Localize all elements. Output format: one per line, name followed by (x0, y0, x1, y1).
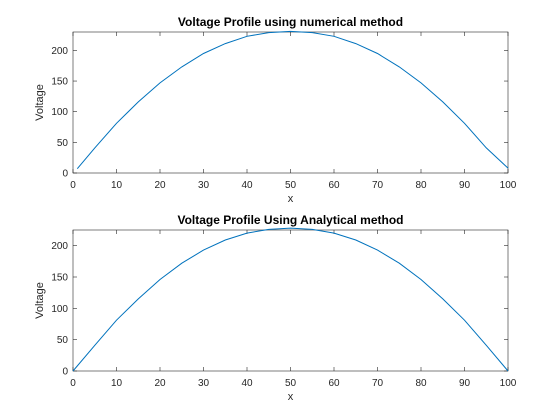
chart2-xtick-label: 60 (328, 378, 340, 389)
chart1-xtick-label: 30 (198, 180, 210, 191)
chart1-ytick-label: 50 (57, 138, 69, 149)
chart1-xtick-label: 60 (328, 180, 340, 191)
chart1-xtick-label: 50 (285, 180, 297, 191)
chart2-xtick-label: 100 (500, 378, 517, 389)
chart1-xtick-label: 10 (111, 180, 123, 191)
chart2-ytick-label: 100 (51, 304, 68, 315)
chart1-ytick-label: 150 (51, 77, 68, 88)
chart2-xlabel: x (288, 391, 294, 403)
chart2-xtick-label: 40 (241, 378, 253, 389)
chart2-ytick-label: 50 (57, 335, 69, 346)
chart2-ytick-label: 0 (62, 367, 68, 378)
chart2-title: Voltage Profile Using Analytical method (177, 213, 403, 227)
chart1-xtick-label: 0 (70, 180, 76, 191)
chart1-xtick-label: 90 (459, 180, 471, 191)
chart1-ytick-label: 200 (51, 46, 68, 57)
chart2-series-line (72, 227, 509, 372)
chart1-title: Voltage Profile using numerical method (178, 15, 403, 29)
chart2-xtick-label: 0 (70, 378, 76, 389)
chart1-xtick-label: 20 (154, 180, 166, 191)
chart1-xtick-label: 70 (372, 180, 384, 191)
chart1-xtick-label: 80 (415, 180, 427, 191)
chart1-xtick-label: 40 (241, 180, 253, 191)
chart2-ytick-label: 150 (51, 273, 68, 284)
chart1-ylabel: Voltage (34, 84, 46, 121)
chart1-ytick-label: 100 (51, 107, 68, 118)
chart2-xtick-label: 70 (372, 378, 384, 389)
chart2-xtick-label: 20 (154, 378, 166, 389)
chart2-ytick-label: 200 (51, 241, 68, 252)
chart2-ylabel: Voltage (34, 282, 46, 319)
chart1-xtick-label: 100 (500, 180, 517, 191)
chart2-xtick-label: 30 (198, 378, 210, 389)
chart1-series-line (76, 30, 509, 170)
chart2-xtick-label: 80 (415, 378, 427, 389)
chart1-xlabel: x (288, 193, 294, 205)
chart2-axes (72, 229, 509, 372)
chart1-ytick-label: 0 (62, 169, 68, 180)
chart2-xtick-label: 10 (111, 378, 123, 389)
chart2-xtick-label: 90 (459, 378, 471, 389)
chart1-axes (72, 31, 509, 174)
chart2-xtick-label: 50 (285, 378, 297, 389)
